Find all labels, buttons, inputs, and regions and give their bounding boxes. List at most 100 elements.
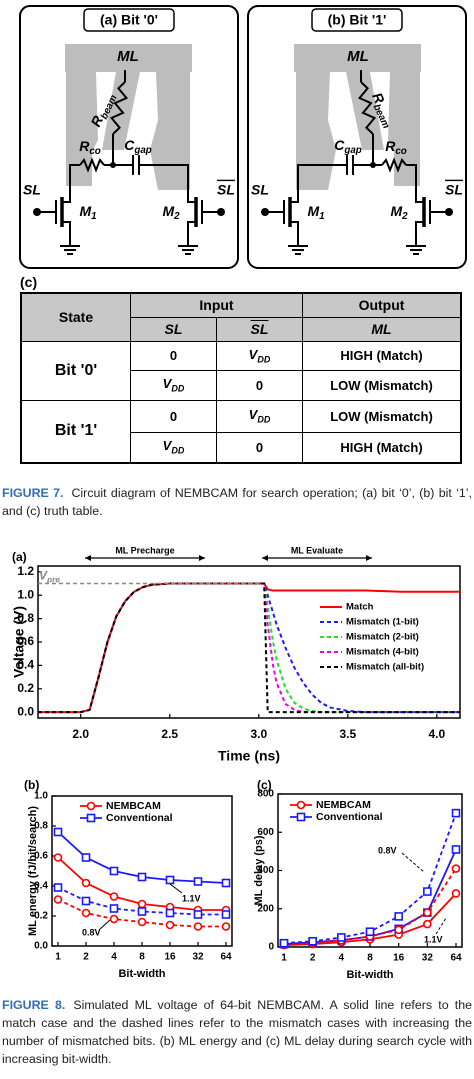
y-tick-label: 0.2 [34,911,48,922]
y-tick-label: 0.8 [34,821,48,832]
y-tick-label: 800 [257,789,274,800]
marker [451,845,461,854]
caption-label: FIGURE 7. [2,486,64,500]
arrow-head [85,555,91,561]
legend-label: Mismatch (1-bit) [346,617,419,628]
reference-label: Vpre [39,569,60,585]
annotation: 0.8V [378,845,397,855]
marker [81,853,91,862]
marker [423,908,432,917]
figure-caption: FIGURE 7. Circuit diagram of NEMBCAM for … [2,484,472,520]
symbol: VDD [163,438,185,456]
node-label: ML [117,48,139,65]
figure-caption: FIGURE 8. Simulated ML voltage of 64-bit … [2,996,472,1068]
resistor-label: Rco [79,138,101,157]
caption-text: Circuit diagram of NEMBCAM for search op… [2,486,472,518]
transistor-label-sub: 2 [173,211,180,222]
marker [81,896,91,906]
marker [109,866,119,876]
table-cell: Bit '1' [20,399,131,464]
gate-electrode [296,72,336,190]
terminal [261,208,269,216]
table-cell: Bit '0' [20,340,131,401]
y-tick-label: 0.2 [17,681,34,695]
table-row: VDD 0 HIGH (Match) [21,431,462,464]
table-cell: 0 [130,399,217,433]
reference-label-main: V [39,569,48,583]
x-axis-label: Bit-width [118,968,165,980]
table-cell: SL [216,316,303,342]
resistor-label-sub: co [89,146,100,157]
transistor-label-main: M [307,203,319,219]
resistor-label-sub: co [395,146,406,157]
caption-label: FIGURE 8. [2,998,66,1012]
y-tick-label: 600 [257,827,274,838]
transistor [187,196,218,246]
arrow-head [262,555,268,561]
annotation: 1.1V [182,893,201,903]
panel-label: (b) [24,778,39,792]
table-row: Bit '0' 0 VDD HIGH (Match) [20,340,462,401]
resistor-label: Rco [385,138,407,157]
marker [423,887,432,896]
marker [193,922,203,931]
terminal [217,208,225,216]
table-row: SL SL ML [21,316,462,342]
table-cell: State [20,292,131,342]
legend-label: Conventional [106,812,173,824]
marker [193,877,203,886]
marker [423,919,432,929]
chart: 0.0 0.2 0.4 0.6 0.8 1.0 1 2 4 8 16 32 64 NEMBCAMConve… [24,778,233,980]
marker [137,917,147,927]
marker [109,904,119,913]
x-tick-label: 32 [192,952,204,963]
symbol: VDD [249,407,271,425]
marker [165,908,175,918]
transistor-label-sub: 1 [91,211,96,222]
arrow-head [199,555,205,561]
x-tick-label: 2.0 [72,727,89,741]
terminal [445,208,453,216]
marker [137,899,147,909]
y-tick-label: 0.4 [17,658,34,672]
marker [137,872,147,882]
caption-text: Simulated ML voltage of 64-bit NEMBCAM. … [2,998,472,1066]
symbol-main: V [248,346,258,362]
transistor [40,196,71,246]
x-tick-label: 2.5 [161,727,178,741]
table-cell: 0 [130,340,217,371]
annotation: ML Evaluate [291,545,343,555]
x-tick-label: 8 [139,952,145,963]
signal-label: SL [217,182,235,198]
resistor-label-main: R [79,138,90,154]
arrow-head [366,555,372,561]
table-cell: SL [130,316,217,342]
y-axis-label: Voltage (V) [11,606,27,678]
table-cell: VDD [130,431,217,464]
x-tick-label: 16 [164,952,176,963]
node-label: ML [347,48,369,65]
transistor-label: M2 [390,203,408,222]
transistor-label: M2 [162,203,180,222]
x-tick-label: 8 [367,953,373,964]
marker [221,878,231,888]
transistor-label-main: M [390,203,402,219]
symbol-main: V [162,376,172,392]
marker [451,864,461,873]
symbol-sub: DD [257,414,271,425]
y-tick-label: 1.0 [34,791,48,802]
resistor-label-main: R [385,138,396,154]
gate-electrode [150,72,190,190]
marker [86,801,96,811]
title-box [311,8,403,32]
table-cell: HIGH (Match) [302,431,462,464]
table-cell: HIGH (Match) [302,340,462,371]
symbol-sub: DD [257,354,271,365]
x-axis-label: Time (ns) [218,748,280,764]
annotation: 0.8V [82,927,101,937]
legend-label: Mismatch (all-bit) [346,662,424,673]
capacitor-label-sub: gap [133,145,151,156]
